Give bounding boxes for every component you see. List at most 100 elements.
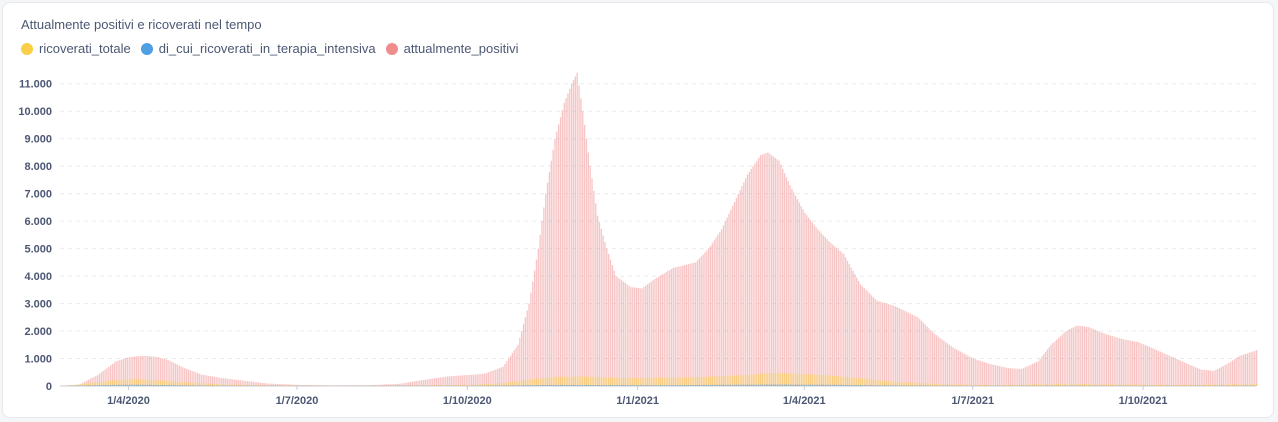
bar-di_cui_ricoverati_in_terapia_intensiva[interactable] — [769, 384, 771, 386]
bar-ricoverati_totale[interactable] — [1189, 384, 1191, 386]
bar-attualmente_positivi[interactable] — [271, 383, 273, 386]
bar-attualmente_positivi[interactable] — [506, 361, 508, 386]
bar-ricoverati_totale[interactable] — [174, 381, 177, 386]
bar-di_cui_ricoverati_in_terapia_intensiva[interactable] — [676, 385, 678, 386]
bar-attualmente_positivi[interactable] — [587, 152, 589, 386]
bar-attualmente_positivi[interactable] — [809, 219, 812, 386]
bar-ricoverati_totale[interactable] — [1128, 384, 1130, 386]
bar-attualmente_positivi[interactable] — [380, 384, 382, 386]
bar-ricoverati_totale[interactable] — [854, 377, 856, 386]
bar-attualmente_positivi[interactable] — [211, 376, 214, 386]
bar-ricoverati_totale[interactable] — [1196, 384, 1199, 386]
bar-ricoverati_totale[interactable] — [422, 385, 425, 386]
bar-di_cui_ricoverati_in_terapia_intensiva[interactable] — [626, 385, 628, 386]
bar-ricoverati_totale[interactable] — [1020, 384, 1023, 386]
bar-di_cui_ricoverati_in_terapia_intensiva[interactable] — [770, 384, 773, 387]
bar-di_cui_ricoverati_in_terapia_intensiva[interactable] — [763, 384, 765, 386]
bar-attualmente_positivi[interactable] — [267, 383, 269, 386]
bar-attualmente_positivi[interactable] — [148, 356, 151, 386]
bar-attualmente_positivi[interactable] — [869, 293, 871, 386]
bar-attualmente_positivi[interactable] — [322, 385, 325, 386]
bar-di_cui_ricoverati_in_terapia_intensiva[interactable] — [796, 384, 799, 386]
bar-ricoverati_totale[interactable] — [998, 385, 1000, 386]
bar-di_cui_ricoverati_in_terapia_intensiva[interactable] — [724, 384, 726, 386]
bar-ricoverati_totale[interactable] — [989, 385, 991, 386]
bar-attualmente_positivi[interactable] — [87, 379, 90, 386]
bar-ricoverati_totale[interactable] — [248, 385, 251, 386]
bar-attualmente_positivi[interactable] — [528, 303, 530, 386]
bar-attualmente_positivi[interactable] — [219, 377, 221, 386]
bar-ricoverati_totale[interactable] — [532, 379, 534, 386]
bar-ricoverati_totale[interactable] — [987, 385, 989, 386]
bar-ricoverati_totale[interactable] — [197, 383, 199, 386]
bar-ricoverati_totale[interactable] — [1122, 384, 1125, 386]
bar-attualmente_positivi[interactable] — [443, 376, 445, 386]
bar-di_cui_ricoverati_in_terapia_intensiva[interactable] — [167, 385, 169, 386]
bar-ricoverati_totale[interactable] — [759, 373, 762, 386]
bar-ricoverati_totale[interactable] — [1044, 384, 1047, 386]
bar-ricoverati_totale[interactable] — [1172, 384, 1175, 386]
bar-ricoverati_totale[interactable] — [1202, 384, 1204, 386]
bar-attualmente_positivi[interactable] — [963, 353, 965, 386]
bar-attualmente_positivi[interactable] — [593, 190, 595, 386]
bar-attualmente_positivi[interactable] — [795, 195, 797, 386]
bar-ricoverati_totale[interactable] — [502, 383, 504, 386]
bar-attualmente_positivi[interactable] — [1054, 341, 1056, 386]
bar-attualmente_positivi[interactable] — [526, 310, 528, 386]
bar-di_cui_ricoverati_in_terapia_intensiva[interactable] — [608, 385, 610, 386]
bar-ricoverati_totale[interactable] — [1165, 384, 1167, 386]
bar-di_cui_ricoverati_in_terapia_intensiva[interactable] — [530, 385, 532, 386]
bar-ricoverati_totale[interactable] — [913, 382, 915, 386]
bar-ricoverati_totale[interactable] — [452, 385, 454, 386]
bar-ricoverati_totale[interactable] — [1015, 384, 1017, 386]
bar-ricoverati_totale[interactable] — [1204, 384, 1206, 386]
bar-attualmente_positivi[interactable] — [1048, 347, 1050, 386]
bar-attualmente_positivi[interactable] — [1243, 354, 1245, 386]
bar-di_cui_ricoverati_in_terapia_intensiva[interactable] — [865, 385, 867, 386]
bar-ricoverati_totale[interactable] — [67, 385, 69, 386]
bar-attualmente_positivi[interactable] — [946, 343, 949, 386]
bar-attualmente_positivi[interactable] — [1198, 368, 1200, 386]
bar-attualmente_positivi[interactable] — [472, 374, 475, 386]
bar-ricoverati_totale[interactable] — [595, 377, 597, 386]
bar-attualmente_positivi[interactable] — [1085, 326, 1087, 386]
bar-di_cui_ricoverati_in_terapia_intensiva[interactable] — [582, 384, 584, 386]
bar-attualmente_positivi[interactable] — [450, 376, 452, 386]
bar-attualmente_positivi[interactable] — [1022, 368, 1025, 386]
bar-ricoverati_totale[interactable] — [454, 385, 456, 386]
bar-ricoverati_totale[interactable] — [115, 380, 117, 386]
bar-ricoverati_totale[interactable] — [1133, 384, 1136, 386]
bar-ricoverati_totale[interactable] — [548, 377, 551, 386]
bar-attualmente_positivi[interactable] — [876, 300, 878, 386]
bar-ricoverati_totale[interactable] — [550, 377, 552, 386]
bar-ricoverati_totale[interactable] — [717, 376, 719, 386]
bar-di_cui_ricoverati_in_terapia_intensiva[interactable] — [137, 384, 140, 386]
bar-ricoverati_totale[interactable] — [563, 376, 565, 386]
bar-attualmente_positivi[interactable] — [826, 239, 828, 386]
bar-di_cui_ricoverati_in_terapia_intensiva[interactable] — [795, 384, 797, 386]
bar-attualmente_positivi[interactable] — [922, 322, 925, 386]
bar-ricoverati_totale[interactable] — [526, 379, 528, 386]
bar-di_cui_ricoverati_in_terapia_intensiva[interactable] — [650, 385, 652, 386]
bar-di_cui_ricoverati_in_terapia_intensiva[interactable] — [846, 384, 849, 386]
bar-ricoverati_totale[interactable] — [1220, 384, 1223, 386]
bar-attualmente_positivi[interactable] — [398, 383, 401, 386]
bar-di_cui_ricoverati_in_terapia_intensiva[interactable] — [732, 384, 734, 386]
bar-attualmente_positivi[interactable] — [983, 362, 986, 386]
bar-ricoverati_totale[interactable] — [237, 384, 240, 386]
bar-di_cui_ricoverati_in_terapia_intensiva[interactable] — [552, 384, 554, 386]
bar-ricoverati_totale[interactable] — [570, 376, 573, 386]
bar-ricoverati_totale[interactable] — [850, 377, 852, 386]
bar-attualmente_positivi[interactable] — [295, 384, 297, 386]
bar-ricoverati_totale[interactable] — [709, 376, 712, 386]
bar-attualmente_positivi[interactable] — [861, 286, 863, 386]
bar-ricoverati_totale[interactable] — [885, 380, 888, 386]
bar-attualmente_positivi[interactable] — [467, 375, 469, 386]
bar-ricoverati_totale[interactable] — [1135, 384, 1137, 386]
bar-ricoverati_totale[interactable] — [1087, 384, 1089, 386]
bar-di_cui_ricoverati_in_terapia_intensiva[interactable] — [780, 384, 782, 386]
bar-attualmente_positivi[interactable] — [682, 265, 684, 386]
bar-di_cui_ricoverati_in_terapia_intensiva[interactable] — [733, 384, 736, 386]
bar-di_cui_ricoverati_in_terapia_intensiva[interactable] — [643, 385, 645, 386]
bar-ricoverati_totale[interactable] — [204, 383, 206, 386]
